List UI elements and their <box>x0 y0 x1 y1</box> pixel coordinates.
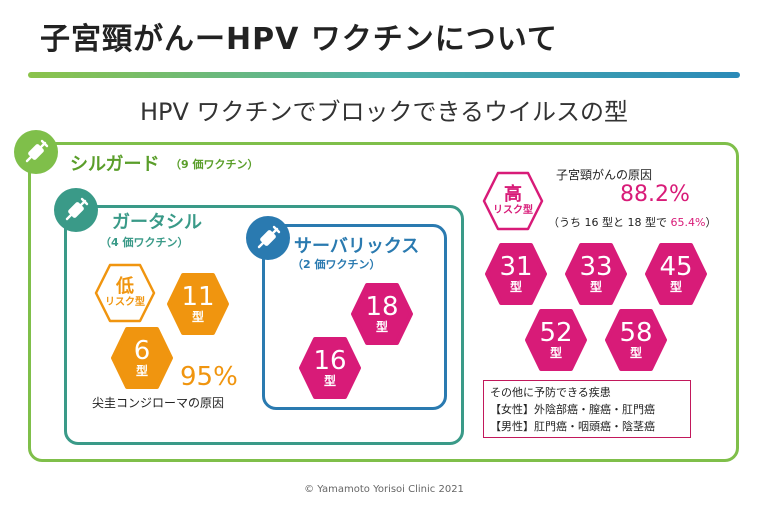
type-11-hex: 11 型 <box>166 272 230 336</box>
title-underline <box>28 72 740 78</box>
high-risk-big: 高 <box>504 184 522 205</box>
page-subtitle: HPV ワクチンでブロックできるウイルスの型 <box>139 98 629 126</box>
silgard-valency: （9 価ワクチン） <box>170 158 259 171</box>
copyright: © Yamamoto Yorisoi Clinic 2021 <box>304 484 464 495</box>
gardasil-valency: （4 価ワクチン） <box>100 236 189 249</box>
other-diseases-title: その他に予防できる疾患 <box>490 386 611 399</box>
other-diseases-box: その他に予防できる疾患 【女性】外陰部癌・膣癌・肛門癌 【男性】肛門癌・咽頭癌・… <box>483 380 691 438</box>
type-52-hex: 52 型 <box>524 308 588 372</box>
type-6-hex: 6 型 <box>110 326 174 390</box>
low-risk-big: 低 <box>116 276 134 297</box>
low-risk-label: 低 リスク型 <box>94 262 156 324</box>
silgard-box <box>28 142 739 462</box>
type-18-hex: 18 型 <box>350 282 414 346</box>
type-31-hex: 31 型 <box>484 242 548 306</box>
type-58-hex: 58 型 <box>604 308 668 372</box>
page-title: 子宮頸がんーHPV ワクチンについて <box>40 22 558 57</box>
silgard-name: シルガード <box>70 154 160 175</box>
cervarix-name: サーバリックス <box>294 236 420 257</box>
high-risk-percent: 88.2% <box>620 182 690 207</box>
high-risk-subnote: （うち 16 型と 18 型で 65.4%） <box>548 216 717 229</box>
type-45-hex: 45 型 <box>644 242 708 306</box>
syringe-icon <box>14 130 58 174</box>
high-risk-cause: 子宮頸がんの原因 <box>556 168 653 182</box>
gardasil-box <box>64 205 464 445</box>
cervarix-valency: （2 価ワクチン） <box>292 258 381 271</box>
syringe-icon <box>246 216 290 260</box>
gardasil-name: ガータシル <box>112 212 202 233</box>
low-risk-caption: 尖圭コンジローマの原因 <box>92 396 225 410</box>
type-33-hex: 33 型 <box>564 242 628 306</box>
syringe-icon <box>54 188 98 232</box>
low-risk-small: リスク型 <box>105 297 145 308</box>
high-risk-small: リスク型 <box>493 205 533 216</box>
other-diseases-female: 【女性】外陰部癌・膣癌・肛門癌 <box>490 403 655 416</box>
high-risk-label: 高 リスク型 <box>482 170 544 232</box>
other-diseases-male: 【男性】肛門癌・咽頭癌・陰茎癌 <box>490 420 655 433</box>
type-16-hex: 16 型 <box>298 336 362 400</box>
low-risk-percent: 95% <box>180 362 238 392</box>
